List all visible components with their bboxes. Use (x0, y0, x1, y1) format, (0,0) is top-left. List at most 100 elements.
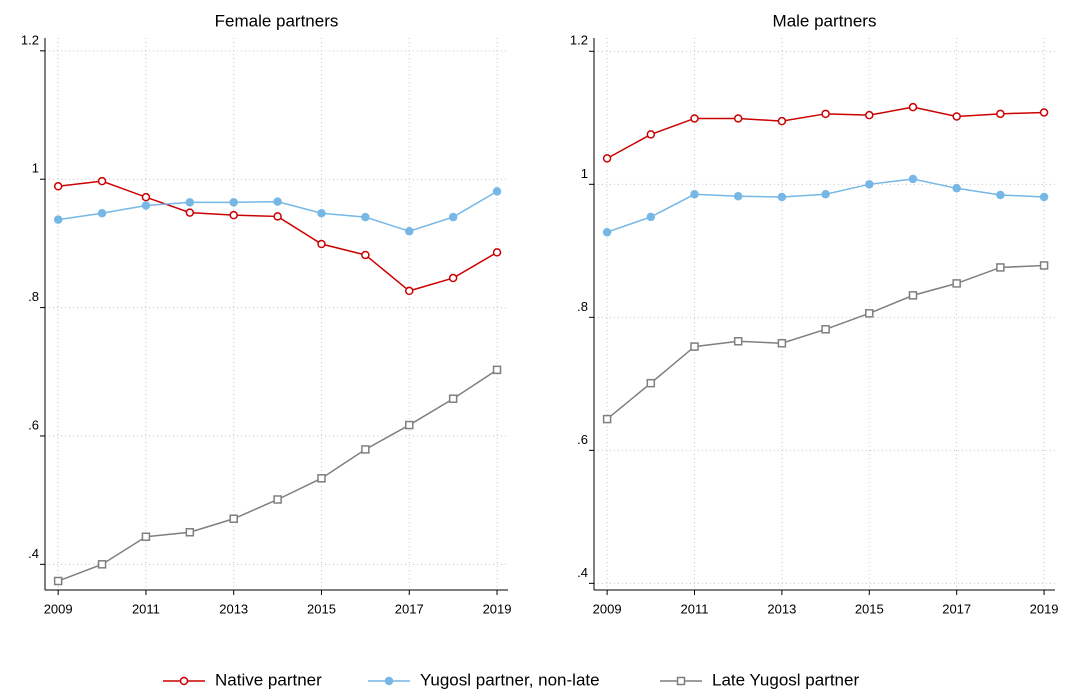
data-point (448, 394, 458, 403)
y-tick-label: 1.2 (21, 32, 39, 47)
data-point (141, 192, 151, 202)
y-tick-label: .8 (28, 289, 39, 304)
y-tick-label: .4 (577, 565, 588, 580)
panel-title: Female partners (215, 11, 339, 30)
data-point (996, 190, 1005, 200)
data-point (602, 154, 612, 163)
data-point (97, 560, 107, 569)
x-tick-label: 2009 (44, 601, 73, 616)
data-point (97, 208, 107, 218)
legend-label: Yugosl partner, non-late (420, 670, 600, 689)
data-point (777, 116, 787, 126)
y-tick-label: 1.2 (570, 33, 588, 48)
y-tick-label: .6 (28, 417, 39, 432)
data-point (602, 414, 612, 424)
data-point (141, 201, 151, 210)
panel-title: Male partners (773, 11, 877, 30)
data-point (405, 286, 414, 296)
data-point (865, 309, 874, 318)
legend-marker (179, 676, 189, 686)
data-point (97, 176, 107, 186)
data-point (317, 239, 326, 249)
data-point (777, 339, 787, 348)
x-tick-label: 2019 (1030, 601, 1059, 616)
x-tick-label: 2017 (942, 601, 971, 616)
data-point (908, 174, 918, 184)
data-point (317, 208, 326, 218)
legend-marker (384, 676, 394, 686)
data-point (952, 184, 961, 193)
data-point (361, 250, 370, 260)
data-point (646, 212, 656, 222)
data-point (229, 198, 238, 207)
legend-label: Late Yugosl partner (712, 670, 859, 689)
data-point (733, 337, 743, 346)
x-tick-label: 2017 (395, 601, 424, 616)
data-point (492, 248, 502, 257)
data-point (733, 192, 743, 201)
data-point (690, 190, 699, 199)
data-point (229, 514, 238, 524)
data-point (1039, 192, 1049, 202)
y-tick-label: 1 (32, 161, 39, 176)
data-point (865, 180, 874, 189)
x-tick-label: 2011 (132, 601, 160, 616)
data-point (361, 445, 370, 454)
data-point (229, 210, 238, 220)
data-point (185, 527, 195, 537)
series-line (58, 190, 498, 232)
x-tick-label: 2015 (855, 601, 884, 616)
data-point (602, 227, 612, 237)
data-point (448, 212, 458, 222)
data-point (646, 378, 656, 388)
x-tick-label: 2019 (483, 601, 512, 616)
y-tick-label: .6 (577, 432, 588, 447)
data-point (690, 114, 699, 123)
data-point (996, 263, 1005, 272)
y-tick-label: .4 (28, 546, 39, 561)
x-tick-label: 2011 (681, 601, 709, 616)
data-point (690, 342, 699, 351)
data-point (733, 114, 743, 123)
series-line (57, 369, 498, 582)
data-point (492, 187, 502, 196)
data-point (777, 192, 787, 202)
data-point (865, 110, 874, 120)
data-point (646, 130, 656, 139)
y-tick-label: 1 (581, 166, 588, 181)
data-point (273, 197, 282, 206)
data-point (273, 495, 282, 504)
data-point (952, 279, 961, 288)
data-point (908, 291, 918, 300)
legend-label: Native partner (215, 670, 322, 689)
data-point (996, 109, 1005, 119)
data-point (185, 198, 195, 207)
x-tick-label: 2013 (219, 601, 248, 616)
data-point (185, 208, 195, 217)
data-point (1039, 261, 1049, 270)
data-point (273, 212, 282, 221)
data-point (317, 474, 326, 483)
data-point (361, 212, 370, 222)
data-point (53, 576, 63, 586)
data-point (908, 102, 918, 112)
data-point (405, 226, 414, 236)
data-point (821, 190, 830, 199)
data-point (405, 420, 414, 430)
series-line (606, 178, 1045, 233)
data-point (952, 112, 961, 121)
legend-marker (676, 676, 686, 686)
data-point (821, 109, 830, 119)
data-point (141, 532, 151, 541)
x-tick-label: 2013 (767, 601, 796, 616)
series-line (606, 264, 1045, 420)
x-tick-label: 2015 (307, 601, 336, 616)
x-tick-label: 2009 (593, 601, 622, 616)
data-point (448, 273, 458, 283)
data-point (492, 365, 502, 375)
data-point (53, 215, 63, 224)
data-point (53, 182, 63, 191)
data-point (1039, 108, 1049, 117)
y-tick-label: .8 (577, 299, 588, 314)
